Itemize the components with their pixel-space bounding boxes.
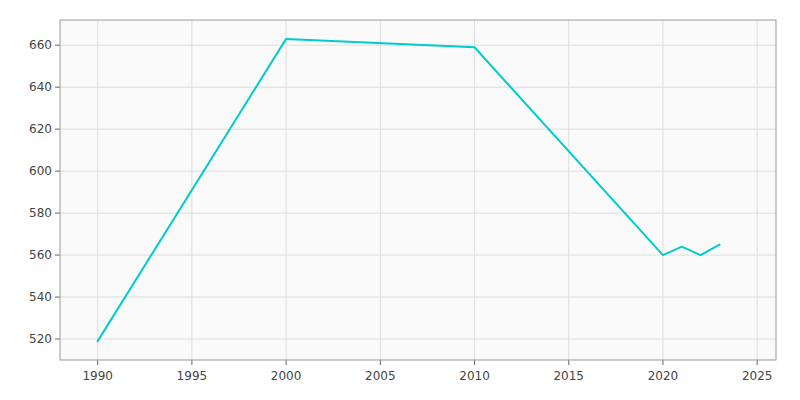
y-grid-line: [60, 129, 776, 130]
plot-background: [60, 20, 776, 360]
x-tick-label: 2010: [459, 369, 490, 383]
y-tick: [55, 45, 60, 46]
y-tick: [55, 87, 60, 88]
x-tick-label: 1995: [177, 369, 208, 383]
grid: [60, 20, 776, 360]
x-grid-line: [474, 20, 475, 360]
x-grid-line: [286, 20, 287, 360]
y-tick: [55, 255, 60, 256]
x-tick-label: 2000: [271, 369, 302, 383]
y-grid-line: [60, 255, 776, 256]
y-tick-label: 640: [29, 80, 52, 94]
x-tick: [286, 360, 287, 365]
x-tick: [568, 360, 569, 365]
y-tick: [55, 213, 60, 214]
x-tick: [97, 360, 98, 365]
x-grid-line: [97, 20, 98, 360]
chart-svg: 520 540 560 580 600 620 640 660 1990 1995 2000 2005…: [0, 0, 800, 400]
x-tick-label: 1990: [82, 369, 113, 383]
x-tick-label: 2015: [553, 369, 584, 383]
y-grid-line: [60, 171, 776, 172]
y-grid-line: [60, 297, 776, 298]
y-tick: [55, 297, 60, 298]
y-tick-label: 560: [29, 248, 52, 262]
x-tick-label: 2005: [365, 369, 396, 383]
y-tick-label: 580: [29, 206, 52, 220]
y-tick-label: 520: [29, 332, 52, 346]
x-tick: [662, 360, 663, 365]
axes: 520 540 560 580 600 620 640 660 1990 1995 2000 2005…: [29, 38, 772, 383]
x-tick-label: 2020: [648, 369, 679, 383]
y-tick: [55, 129, 60, 130]
x-grid-line: [757, 20, 758, 360]
x-tick: [474, 360, 475, 365]
x-tick: [191, 360, 192, 365]
x-grid-line: [380, 20, 381, 360]
y-tick-label: 660: [29, 38, 52, 52]
x-grid-line: [568, 20, 569, 360]
x-tick: [757, 360, 758, 365]
x-tick: [380, 360, 381, 365]
y-grid-line: [60, 87, 776, 88]
y-tick: [55, 171, 60, 172]
x-grid-line: [662, 20, 663, 360]
y-tick: [55, 339, 60, 340]
y-grid-line: [60, 213, 776, 214]
chart-container: 520 540 560 580 600 620 640 660 1990 1995 2000 2005…: [0, 0, 800, 400]
x-tick-label: 2025: [742, 369, 773, 383]
y-tick-label: 540: [29, 290, 52, 304]
population-line: [98, 39, 720, 341]
y-grid-line: [60, 339, 776, 340]
y-tick-label: 620: [29, 122, 52, 136]
data-group: [98, 39, 720, 341]
y-tick-label: 600: [29, 164, 52, 178]
plot-frame: [60, 20, 776, 360]
